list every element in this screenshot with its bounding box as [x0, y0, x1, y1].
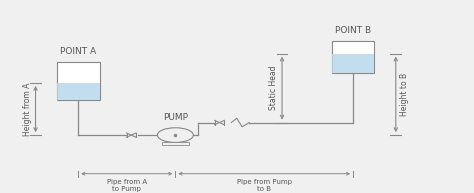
Text: POINT B: POINT B [335, 26, 371, 35]
Text: Static Head: Static Head [269, 66, 278, 110]
Text: Pipe from Pump
to B: Pipe from Pump to B [237, 179, 292, 191]
FancyBboxPatch shape [332, 54, 374, 73]
Text: Pipe from A
to Pump: Pipe from A to Pump [107, 179, 147, 191]
FancyBboxPatch shape [57, 83, 100, 100]
Text: POINT A: POINT A [60, 47, 96, 56]
Text: PUMP: PUMP [163, 113, 188, 122]
Text: Height to B: Height to B [400, 73, 409, 116]
FancyBboxPatch shape [162, 142, 189, 145]
FancyBboxPatch shape [332, 41, 374, 73]
Text: Height from A: Height from A [23, 82, 31, 136]
Circle shape [157, 128, 193, 142]
FancyBboxPatch shape [57, 62, 100, 100]
